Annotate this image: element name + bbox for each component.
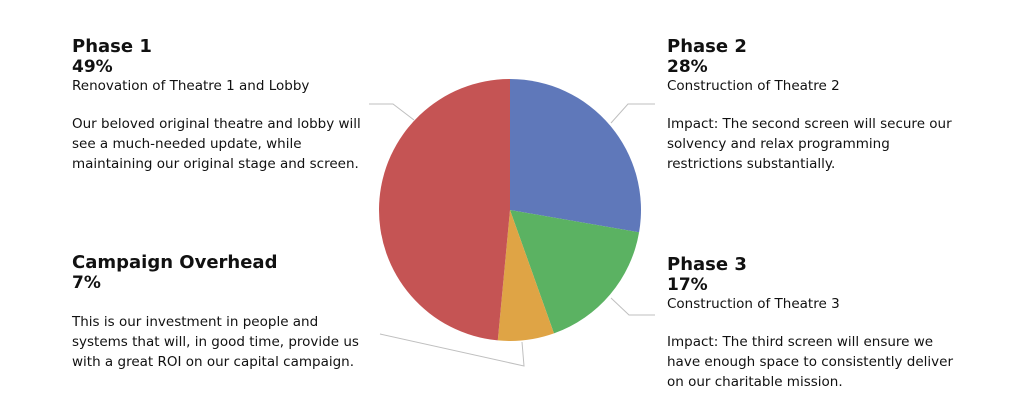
label-phase-2: Phase 2 28% Construction of Theatre 2 Im… xyxy=(667,36,967,174)
leader-line xyxy=(379,333,525,367)
leader-line xyxy=(610,297,655,316)
label-phase-3: Phase 3 17% Construction of Theatre 3 Im… xyxy=(667,254,967,392)
leader-line xyxy=(610,103,655,124)
pie-slice-campaign-overhead xyxy=(497,210,554,341)
pie-slice-phase-2 xyxy=(510,79,641,233)
label-subtitle: Construction of Theatre 3 xyxy=(667,296,840,312)
label-title: Campaign Overhead xyxy=(72,252,278,273)
label-percent: 49% xyxy=(72,57,113,77)
label-subtitle: Construction of Theatre 2 xyxy=(667,78,840,94)
leader-line xyxy=(369,103,415,121)
label-title: Phase 1 xyxy=(72,36,152,57)
label-description: This is our investment in people and sys… xyxy=(72,314,359,370)
label-description: Impact: The third screen will ensure we … xyxy=(667,334,954,390)
label-subtitle: Renovation of Theatre 1 and Lobby xyxy=(72,78,310,94)
label-percent: 7% xyxy=(72,273,101,293)
label-title: Phase 2 xyxy=(667,36,747,57)
label-phase-1: Phase 1 49% Renovation of Theatre 1 and … xyxy=(72,36,372,174)
label-percent: 28% xyxy=(667,57,708,77)
label-description: Our beloved original theatre and lobby w… xyxy=(72,116,361,172)
label-campaign-overhead: Campaign Overhead 7% This is our investm… xyxy=(72,252,372,372)
label-description: Impact: The second screen will secure ou… xyxy=(667,116,952,172)
pie-slice-phase-3 xyxy=(510,210,640,334)
label-percent: 17% xyxy=(667,275,708,295)
pie-slice-phase-1 xyxy=(379,79,510,341)
label-title: Phase 3 xyxy=(667,254,747,275)
